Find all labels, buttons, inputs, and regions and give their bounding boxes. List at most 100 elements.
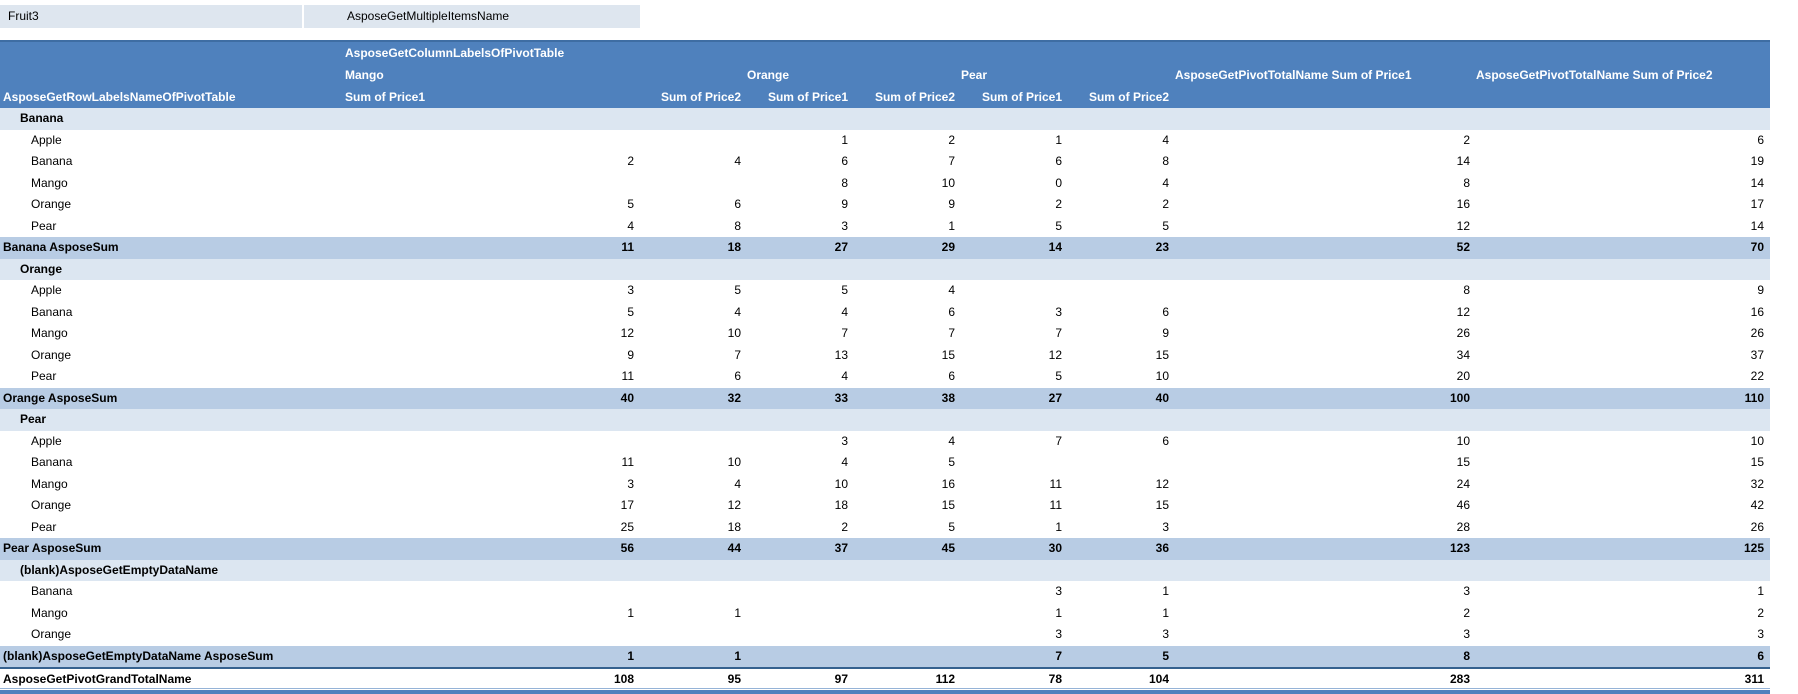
value-cell: 36	[1155, 541, 1169, 555]
value-cell	[640, 130, 747, 152]
value-cell: 3	[1055, 627, 1062, 641]
filter-value-cell[interactable]: AsposeGetMultipleItemsName	[304, 5, 640, 28]
pivot-item-row: Pear 4 8 3 1 5 5 12 14	[0, 216, 1770, 238]
value-cell: 3	[1463, 584, 1470, 598]
value-cell	[640, 581, 747, 603]
value-cell: 4	[948, 283, 955, 297]
value-cell: 10	[1456, 433, 1470, 448]
value-cell: 12	[620, 326, 634, 340]
pivot-item-row: Apple 3 5 5 4 8 9	[0, 280, 1770, 302]
value-cell: 18	[727, 240, 741, 254]
value-cell: 12	[1456, 218, 1470, 233]
value-cell	[961, 280, 1068, 302]
row-label: Pear	[31, 519, 57, 534]
value-cell: 22	[1750, 369, 1764, 383]
value-cell: 4	[627, 218, 634, 233]
pivot-item-row: Banana 11 10 4 5 15 15	[0, 452, 1770, 474]
pivot-item-row: Apple 1 2 1 4 2 6	[0, 130, 1770, 152]
value-cell: 17	[620, 498, 634, 512]
value-cell: 95	[727, 672, 741, 686]
value-cell: 46	[1456, 498, 1470, 512]
pivot-filter-row: Fruit3 AsposeGetMultipleItemsName	[0, 5, 1798, 28]
value-cell: 14	[1750, 175, 1764, 190]
value-cell	[345, 130, 640, 152]
header-spacer	[1068, 64, 1175, 86]
row-label: AsposeGetPivotGrandTotalName	[3, 672, 192, 686]
value-cell: 0	[1055, 175, 1062, 190]
value-cell: 13	[834, 347, 848, 362]
value-cell: 2	[1463, 132, 1470, 147]
value-cell: 14	[1456, 154, 1470, 168]
pivot-item-row: Orange 9 7 13 15 12 15 34 37	[0, 345, 1770, 367]
value-cell	[345, 173, 640, 195]
value-cell: 15	[941, 347, 955, 362]
pivot-item-row: Orange 5 6 9 9 2 2 16 17	[0, 194, 1770, 216]
pivot-item-row: Orange 17 12 18 15 11 15 46 42	[0, 495, 1770, 517]
value-cell: 1	[1055, 605, 1062, 620]
value-cell: 17	[1750, 197, 1764, 211]
header-line-column-labels: AsposeGetColumnLabelsOfPivotTable	[0, 42, 1770, 64]
value-cell: 5	[1162, 218, 1169, 233]
value-cell	[640, 624, 747, 646]
row-label: Banana	[31, 584, 73, 598]
value-cell	[345, 431, 640, 453]
value-cell: 25	[620, 519, 634, 534]
value-cell: 40	[620, 390, 634, 405]
value-cell: 10	[1155, 369, 1169, 383]
value-cell: 2	[948, 132, 955, 147]
pivot-subtotal-row: Banana AsposeSum 11 18 27 29 14 23 52 70	[0, 237, 1770, 259]
value-cell	[854, 624, 961, 646]
value-cell: 27	[834, 240, 848, 254]
value-cell: 14	[1750, 218, 1764, 233]
value-cell: 20	[1456, 369, 1470, 383]
value-cell: 7	[841, 326, 848, 340]
value-cell	[747, 603, 854, 625]
pivot-item-row: Mango 3 4 10 16 11 12 24 32	[0, 474, 1770, 496]
value-cell: 38	[941, 390, 955, 405]
value-cell: 125	[1743, 541, 1764, 555]
value-cell: 110	[1744, 390, 1764, 405]
value-cell: 26	[1750, 519, 1764, 534]
value-cell: 6	[1162, 433, 1169, 448]
value-cell	[640, 431, 747, 453]
value-cell: 11	[621, 455, 634, 469]
value-cell: 97	[834, 672, 848, 686]
value-cell: 1	[1055, 132, 1062, 147]
filter-field-cell[interactable]: Fruit3	[0, 5, 302, 28]
value-cell: 6	[1055, 154, 1062, 168]
pivot-item-row: Mango 12 10 7 7 7 9 26 26	[0, 323, 1770, 345]
row-label: Orange	[31, 498, 72, 512]
pivot-item-row: Mango 1 1 1 1 2 2	[0, 603, 1770, 625]
row-label: Apple	[31, 283, 62, 297]
value-cell: 123	[1449, 541, 1470, 555]
value-cell	[1068, 452, 1175, 474]
value-cell: 6	[1757, 648, 1764, 663]
value-cell: 29	[941, 240, 955, 254]
value-cell: 3	[841, 433, 848, 448]
value-cell: 12	[1048, 347, 1062, 362]
pivot-item-row: Banana 5 4 4 6 3 6 12 16	[0, 302, 1770, 324]
value-cell: 11	[621, 240, 634, 254]
pivot-grand-total-row: AsposeGetPivotGrandTotalName 108 95 97 112 78…	[0, 667, 1770, 689]
row-label: Mango	[31, 175, 68, 190]
measure-label-pear-price2: Sum of Price2	[1088, 90, 1169, 104]
value-cell: 16	[1456, 197, 1470, 211]
value-cell: 26	[1750, 326, 1764, 340]
value-cell: 19	[1750, 154, 1764, 168]
value-cell: 15	[1456, 455, 1470, 469]
row-label: Mango	[31, 476, 68, 491]
row-label: Orange	[31, 627, 72, 641]
header-spacer	[0, 42, 345, 64]
value-cell: 56	[620, 541, 634, 555]
value-cell: 2	[1162, 197, 1169, 211]
value-cell: 2	[1055, 197, 1062, 211]
value-cell: 45	[941, 541, 955, 555]
value-cell: 6	[948, 369, 955, 383]
value-cell: 6	[1162, 304, 1169, 319]
pivot-item-row: Orange 3 3 3 3	[0, 624, 1770, 646]
value-cell: 1	[1162, 605, 1169, 620]
value-cell: 10	[834, 476, 848, 491]
value-cell: 4	[1162, 175, 1169, 190]
total-header-price2: AsposeGetPivotTotalName Sum of Price2	[1476, 68, 1713, 82]
value-cell: 7	[948, 326, 955, 340]
